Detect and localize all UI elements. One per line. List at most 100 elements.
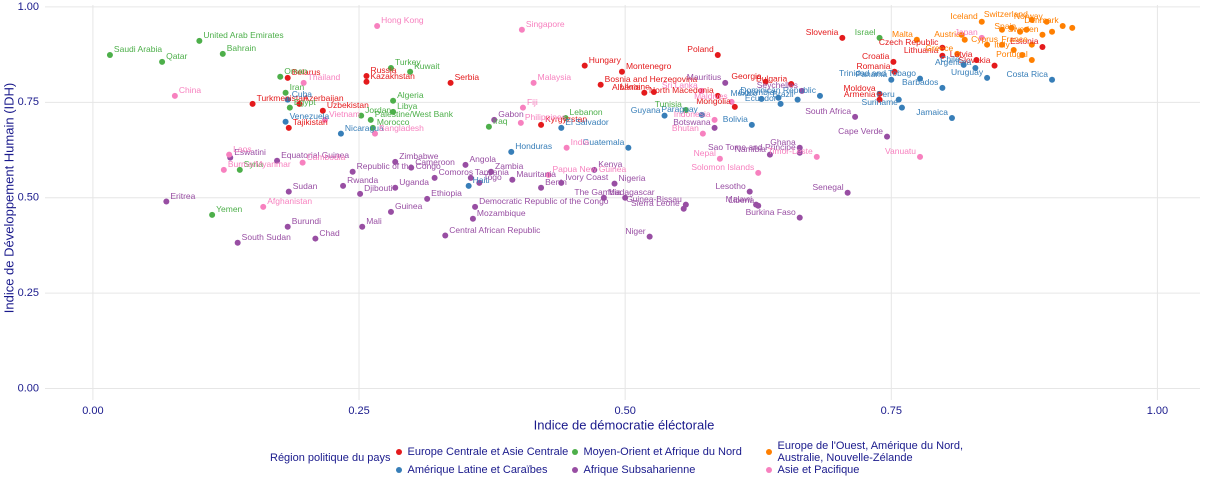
point <box>196 37 203 44</box>
point-label: Switzerland <box>984 9 1028 19</box>
point <box>625 144 632 151</box>
legend-label: Europe de l'Ouest, Amérique du Nord, Aus… <box>777 440 964 464</box>
point-label: Kenya <box>598 159 622 169</box>
point <box>1019 51 1026 58</box>
point <box>321 116 328 123</box>
point-label: Greece <box>925 43 953 53</box>
point <box>746 188 753 195</box>
point <box>518 26 525 33</box>
point <box>816 92 823 99</box>
point <box>476 179 483 186</box>
point-label: Lithuania <box>904 45 939 55</box>
point <box>282 89 289 96</box>
point <box>357 190 364 197</box>
point-label: Sierra Leone <box>631 198 680 208</box>
point <box>748 121 755 128</box>
point <box>359 223 366 230</box>
y-tick-label: 0.75 <box>18 96 39 108</box>
point <box>209 211 216 218</box>
point-label: Venezuela <box>290 111 330 121</box>
point-label: Ethiopia <box>431 188 462 198</box>
point-label: Georgia <box>731 71 762 81</box>
point <box>581 62 588 69</box>
point-label: Norway <box>1014 11 1044 21</box>
legend-item: Moyen-Orient et Afrique du Nord <box>572 440 762 464</box>
point <box>563 144 570 151</box>
point-label: Israel <box>855 27 876 37</box>
point <box>716 155 723 162</box>
point <box>407 68 414 75</box>
point <box>1039 43 1046 50</box>
legend-item: Amérique Latine et Caraïbes <box>396 464 568 476</box>
point <box>714 51 721 58</box>
point <box>447 79 454 86</box>
point-label: Lebanon <box>570 107 603 117</box>
point-label: Zambia <box>495 161 524 171</box>
point <box>387 208 394 215</box>
point <box>488 168 495 175</box>
point-label: Barbados <box>902 77 938 87</box>
point-label: Iceland <box>950 11 978 21</box>
point-label: Hong Kong <box>381 15 424 25</box>
point <box>538 121 545 128</box>
point-label: Haiti <box>473 175 490 185</box>
y-tick-label: 1.00 <box>18 1 39 13</box>
point-label: Namibia <box>735 144 766 154</box>
point-label: Republic of the Congo <box>357 161 441 171</box>
point-label: Turkmenistan <box>257 93 308 103</box>
point <box>1028 41 1035 48</box>
point-label: South Sudan <box>242 232 291 242</box>
point <box>755 169 762 176</box>
point-label: Brazil <box>772 89 793 99</box>
point-label: Colombia <box>739 87 775 97</box>
point-label: Qatar <box>166 51 187 61</box>
point-label: Latvia <box>950 49 973 59</box>
point <box>984 41 991 48</box>
point <box>472 203 479 210</box>
point-label: Italy <box>994 39 1010 49</box>
point <box>978 18 985 25</box>
point-label: Mexico <box>730 88 757 98</box>
point-label: China <box>179 85 201 95</box>
point <box>319 107 326 114</box>
point-label: Denmark <box>1024 15 1059 25</box>
legend-item: Asie et Pacifique <box>766 464 1006 476</box>
point-label: India <box>571 137 590 147</box>
point <box>960 61 967 68</box>
point <box>796 214 803 221</box>
point-label: Moldova <box>843 83 875 93</box>
point-label: Burundi <box>292 216 321 226</box>
point <box>839 34 846 41</box>
point-label: Bosnia and Herzegovina <box>605 74 698 84</box>
point-label: Guinea-Bissau <box>626 194 682 204</box>
point-label: Singapore <box>526 19 565 29</box>
point <box>954 50 961 57</box>
point <box>508 148 515 155</box>
point-label: Mongolia <box>696 96 731 106</box>
point <box>465 182 472 189</box>
point-label: Rwanda <box>347 175 378 185</box>
point-label: Trinidad and Tobago <box>839 68 916 78</box>
point <box>367 116 374 123</box>
point <box>711 116 718 123</box>
point <box>699 130 706 137</box>
point-label: Ecuador <box>745 93 777 103</box>
legend: Région politique du pays Europe Centrale… <box>270 440 1006 476</box>
point-label: Guyana <box>631 105 661 115</box>
point-label: Romania <box>856 61 890 71</box>
point <box>1010 47 1017 54</box>
point <box>274 157 281 164</box>
point <box>646 233 653 240</box>
point <box>374 22 381 29</box>
point-label: Zimbabwe <box>399 151 438 161</box>
point <box>358 112 365 119</box>
point <box>973 56 980 63</box>
point <box>622 194 629 201</box>
point-label: Honduras <box>515 141 552 151</box>
point-label: Seychelles <box>757 80 798 90</box>
point <box>813 153 820 160</box>
point <box>260 203 267 210</box>
point-label: Syria <box>244 159 264 169</box>
point <box>424 195 431 202</box>
